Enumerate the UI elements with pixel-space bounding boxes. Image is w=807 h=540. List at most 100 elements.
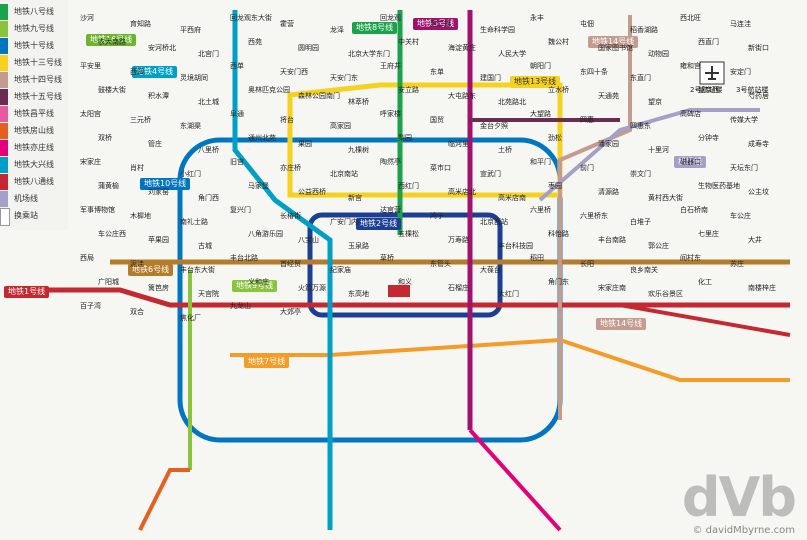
station-label: 四惠东 [630,122,651,130]
station-label: 芍药居 [748,92,769,100]
legend-label: 地铁十五号线 [14,92,62,101]
line-badge: 地铁10号线 [140,178,191,190]
legend-label: 地铁昌平线 [14,109,54,118]
station-label: 肖村 [130,164,144,172]
station-label: 林萃桥 [348,98,369,106]
legend-item: 地铁亦庄线 [0,140,68,156]
station-label: 阎村东 [680,254,701,262]
legend-swatch [0,38,8,54]
station-label: 北京西站 [480,218,508,226]
station-label: 农大南路 [98,38,126,46]
station-label: 立水桥 [548,86,569,94]
station-label: 永丰 [530,14,544,22]
station-label: 建国门 [480,74,501,82]
watermark: dVb © davidMbyrne.com [682,471,797,537]
station-label: 化工 [698,278,712,286]
line-badge: 地铁16号线 [86,34,137,46]
station-label: 森林公园南门 [298,92,340,100]
station-label: 车公庄 [730,212,751,220]
station-label: 北京南站 [330,170,358,178]
station-label: 灵境胡同 [180,74,208,82]
legend-label: 地铁九号线 [14,24,54,33]
line-2-loop [307,212,503,318]
station-label: 南楼梓庄 [748,284,776,292]
station-label: 万寿路 [448,236,469,244]
station-label: 霍营 [280,20,294,28]
station-label: 崇文门 [630,170,651,178]
station-label: 马家堡 [248,182,269,190]
station-label: 四惠 [580,116,594,124]
station-label: 丰台东大街 [180,266,215,274]
legend-label: 地铁十号线 [14,41,54,50]
station-label: 通州北苑 [248,134,276,142]
station-label: 菜市口 [430,164,451,172]
station-label: 小红门 [180,170,201,178]
station-label: 西四 [130,68,144,76]
line-badge: 地铁13号线 [510,76,561,88]
station-label: 泥洼 [130,260,144,268]
station-label: 稻田 [530,254,544,262]
station-label: 古城 [198,242,212,250]
station-label: 良乡南关 [630,266,658,274]
legend-label: 地铁八号线 [14,7,54,16]
station-label: 西单 [230,62,244,70]
legend-label: 地铁房山线 [14,126,54,135]
station-label: 长椿街 [280,212,301,220]
legend-label: 地铁十四号线 [14,75,62,84]
station-label: 大屯路东 [448,92,476,100]
legend-item: 地铁八通线 [0,174,68,190]
station-label: 角门西 [198,194,219,202]
station-label: 朝阳门 [530,62,551,70]
station-label: 国贸 [430,116,444,124]
station-label: 磁器口 [680,158,701,166]
station-label: 六里桥东 [580,212,608,220]
station-label: 天宫院 [198,290,219,298]
station-label: 双桥 [98,134,112,142]
station-label: 北宫门 [198,50,219,58]
station-label: 南礼士路 [180,218,208,226]
station-label: 育知路 [130,20,151,28]
station-label: 黄村西大街 [648,194,683,202]
legend-label: 地铁大兴线 [14,160,54,169]
station-label: 首经贸 [280,260,301,268]
station-label: 前门 [580,164,594,172]
station-label: 海淀黄庄 [448,44,476,52]
station-label: 草桥 [380,254,394,262]
station-label: 回龙观东大街 [230,14,272,22]
legend-item: 换乘站 [0,208,68,226]
legend-swatch [0,208,10,226]
station-label: 长阳 [580,260,594,268]
station-label: 宋家庄南 [598,284,626,292]
line-badge: 地铁4号线 [132,66,178,78]
legend-swatch [0,123,8,139]
line-badge: 地铁1号线 [4,286,50,298]
station-label: 七里庄 [698,230,719,238]
legend-label: 地铁八通线 [14,177,54,186]
station-label: 传媒大学 [730,116,758,124]
station-label: 平西府 [180,26,201,34]
line-badge: 地铁9号线 [232,280,278,292]
station-label: 龙泽 [330,26,344,34]
station-label: 国家图书馆 [598,44,633,52]
legend-item: 地铁昌平线 [0,106,68,122]
legend-item: 地铁十三号线 [0,55,68,71]
station-label: 分钟寺 [698,134,719,142]
watermark-url: © davidMbyrne.com [692,525,795,536]
legend-swatch [0,4,8,20]
station-label: 马连洼 [730,20,751,28]
station-label: 宣武门 [480,170,501,178]
station-label: 湾子 [430,212,444,220]
station-label: 将台 [280,116,294,124]
station-label: 复兴门 [230,206,251,214]
station-label: 八里桥 [198,146,219,154]
station-label: 军事博物馆 [80,206,115,214]
station-label: 劲松 [548,134,562,142]
station-label: 西局 [80,254,94,262]
station-label: 高家园 [330,122,351,130]
station-label: 西北旺 [680,14,701,22]
station-label: 大望路 [530,110,551,118]
station-label: 苏庄 [730,260,744,268]
station-label: 果园 [298,140,312,148]
